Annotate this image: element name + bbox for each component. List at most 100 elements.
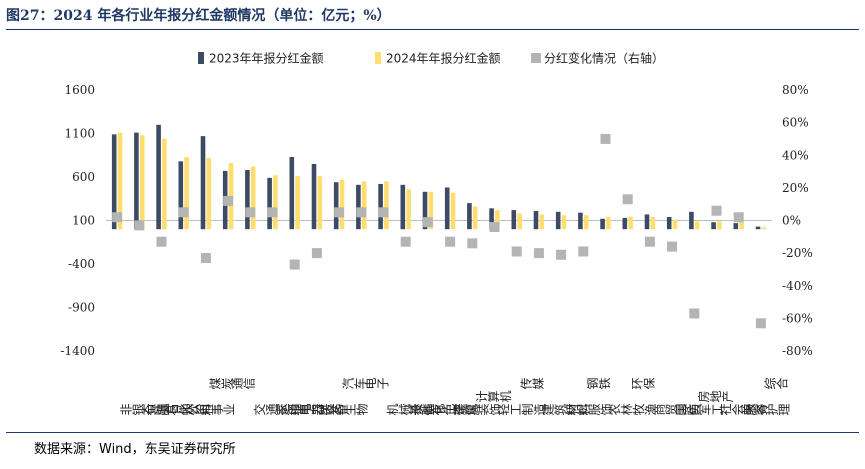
left-tick-label: -400 (68, 257, 95, 271)
bar-2023-10 (333, 182, 339, 230)
bar-2023-22 (600, 218, 605, 230)
category-label-3: 公用事业 (187, 403, 235, 417)
change-marker-26 (689, 308, 700, 319)
bar-2024-1 (139, 135, 145, 230)
category-label-23: 环保 (631, 377, 655, 391)
bar-2023-24 (644, 214, 650, 230)
bar-2024-2 (162, 138, 167, 230)
bar-2023-15 (444, 187, 450, 230)
category-label-18: 传媒 (518, 377, 543, 391)
category-label-5: 通信 (231, 377, 256, 391)
bar-2024-6 (250, 166, 256, 230)
bar-2023-17 (489, 208, 494, 230)
bar-2023-12 (378, 183, 383, 230)
bar-2024-25 (672, 219, 678, 230)
bar-2024-8 (295, 176, 300, 230)
category-label-4: 煤炭 (208, 377, 233, 391)
change-marker-23 (622, 194, 633, 205)
bar-2023-26 (689, 211, 694, 230)
bar-2023-23 (622, 217, 628, 230)
bar-2024-7 (273, 175, 278, 230)
bar-2023-29 (755, 226, 761, 230)
bar-2024-3 (184, 156, 189, 230)
bar-2024-19 (539, 214, 545, 230)
bar-2024-26 (694, 221, 700, 230)
bar-2023-18 (511, 210, 517, 230)
bar-2023-20 (555, 211, 561, 230)
bar-2024-13 (406, 189, 411, 230)
category-label-10: 汽车 (341, 377, 367, 391)
bar-2024-9 (317, 176, 323, 230)
bar-2023-4 (200, 136, 206, 230)
category-label-16: 计算机 (475, 390, 511, 404)
legend-swatch-2023 (198, 52, 204, 64)
left-tick-label: 1600 (64, 83, 95, 97)
category-label-14: 有色金属 (430, 403, 479, 417)
right-axis-ticks: 80% 60% 40% 20% 0% -20% -40% -60% -80% (782, 83, 813, 358)
change-marker-21 (578, 246, 589, 257)
left-tick-label: -900 (68, 301, 95, 315)
category-label-17: 轻工制造 (497, 403, 545, 417)
change-marker-5 (223, 195, 234, 206)
bar-2023-16 (467, 203, 472, 230)
bar-2024-28 (739, 222, 744, 230)
bar-2024-11 (361, 181, 367, 230)
change-markers (112, 133, 766, 329)
left-tick-label: -1400 (60, 344, 95, 358)
change-marker-28 (733, 212, 744, 223)
change-marker-8 (289, 259, 300, 270)
legend-label: 2023年年报分红金额 (209, 51, 324, 66)
change-marker-24 (644, 236, 655, 247)
bar-2024-24 (650, 217, 656, 230)
legend-swatch-2024 (375, 52, 381, 64)
title-underline (6, 29, 859, 30)
change-marker-18 (511, 246, 522, 257)
bar-2024-18 (517, 213, 522, 230)
change-marker-4 (200, 253, 211, 264)
category-label-9: 医药生物 (320, 403, 368, 417)
right-tick-label: 20% (782, 181, 809, 195)
dividend-chart: 2023年年报分红金额 2024年年报分红金额 分红变化情况（右轴） 1600 110… (60, 51, 813, 418)
change-marker-0 (112, 212, 123, 223)
legend-label: 分红变化情况（右轴） (544, 51, 664, 66)
bar-2024-20 (561, 215, 567, 230)
bar-2024-12 (384, 181, 389, 230)
bar-2024-14 (428, 191, 434, 230)
bottom-rule (6, 432, 859, 433)
bar-2024-21 (583, 215, 589, 230)
category-label-26: 房地产 (696, 390, 734, 404)
change-marker-13 (400, 236, 411, 247)
right-tick-label: 60% (782, 116, 809, 130)
bar-2023-0 (111, 134, 117, 230)
category-label-6: 交通运输 (252, 403, 302, 417)
category-label-24: 商贸零售 (651, 403, 700, 417)
change-marker-11 (356, 207, 367, 218)
category-label-15: 建筑装饰 (453, 403, 501, 417)
left-axis-ticks: 1600 1100 600 100 -400 -900 -1400 (60, 83, 95, 358)
bar-series (111, 124, 767, 230)
change-marker-6 (245, 207, 256, 218)
bar-2023-25 (666, 217, 672, 230)
bar-2023-8 (289, 156, 295, 230)
change-marker-9 (311, 248, 322, 259)
bar-2023-6 (245, 170, 250, 230)
category-label-27: 社会服务 (718, 403, 767, 417)
bar-2023-7 (267, 177, 272, 230)
bar-2023-13 (400, 184, 406, 230)
bar-2023-11 (356, 184, 361, 230)
category-label-13: 基础化工 (408, 403, 456, 417)
legend-swatch-change (531, 53, 541, 63)
left-tick-label: 1100 (64, 127, 95, 141)
bar-2024-10 (339, 179, 345, 230)
category-label-7: 家用电器 (274, 403, 324, 417)
bar-2024-16 (472, 206, 478, 230)
bar-2023-27 (711, 222, 716, 230)
bar-2024-15 (450, 192, 456, 230)
category-label-21: 钢铁 (586, 377, 610, 391)
bar-2024-27 (717, 221, 722, 230)
bar-2023-14 (422, 191, 428, 230)
category-label-12: 机械设备 (386, 403, 435, 417)
bar-2023-28 (733, 223, 739, 230)
category-label-28: 美容护理 (741, 403, 789, 417)
